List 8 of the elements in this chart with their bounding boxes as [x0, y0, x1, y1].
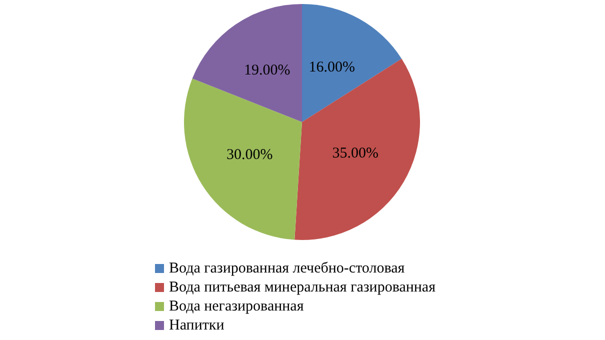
data-label: 16.00%: [308, 60, 355, 76]
legend-label: Вода негазированная: [169, 298, 304, 314]
legend-label: Вода питьевая минеральная газированная: [169, 280, 436, 296]
legend-label: Вода газированная лечебно-столовая: [169, 260, 405, 276]
data-label: 19.00%: [244, 62, 290, 79]
data-label: 30.00%: [226, 147, 273, 164]
data-label: 35.00%: [332, 146, 378, 162]
legend-label: Напитки: [169, 318, 224, 334]
